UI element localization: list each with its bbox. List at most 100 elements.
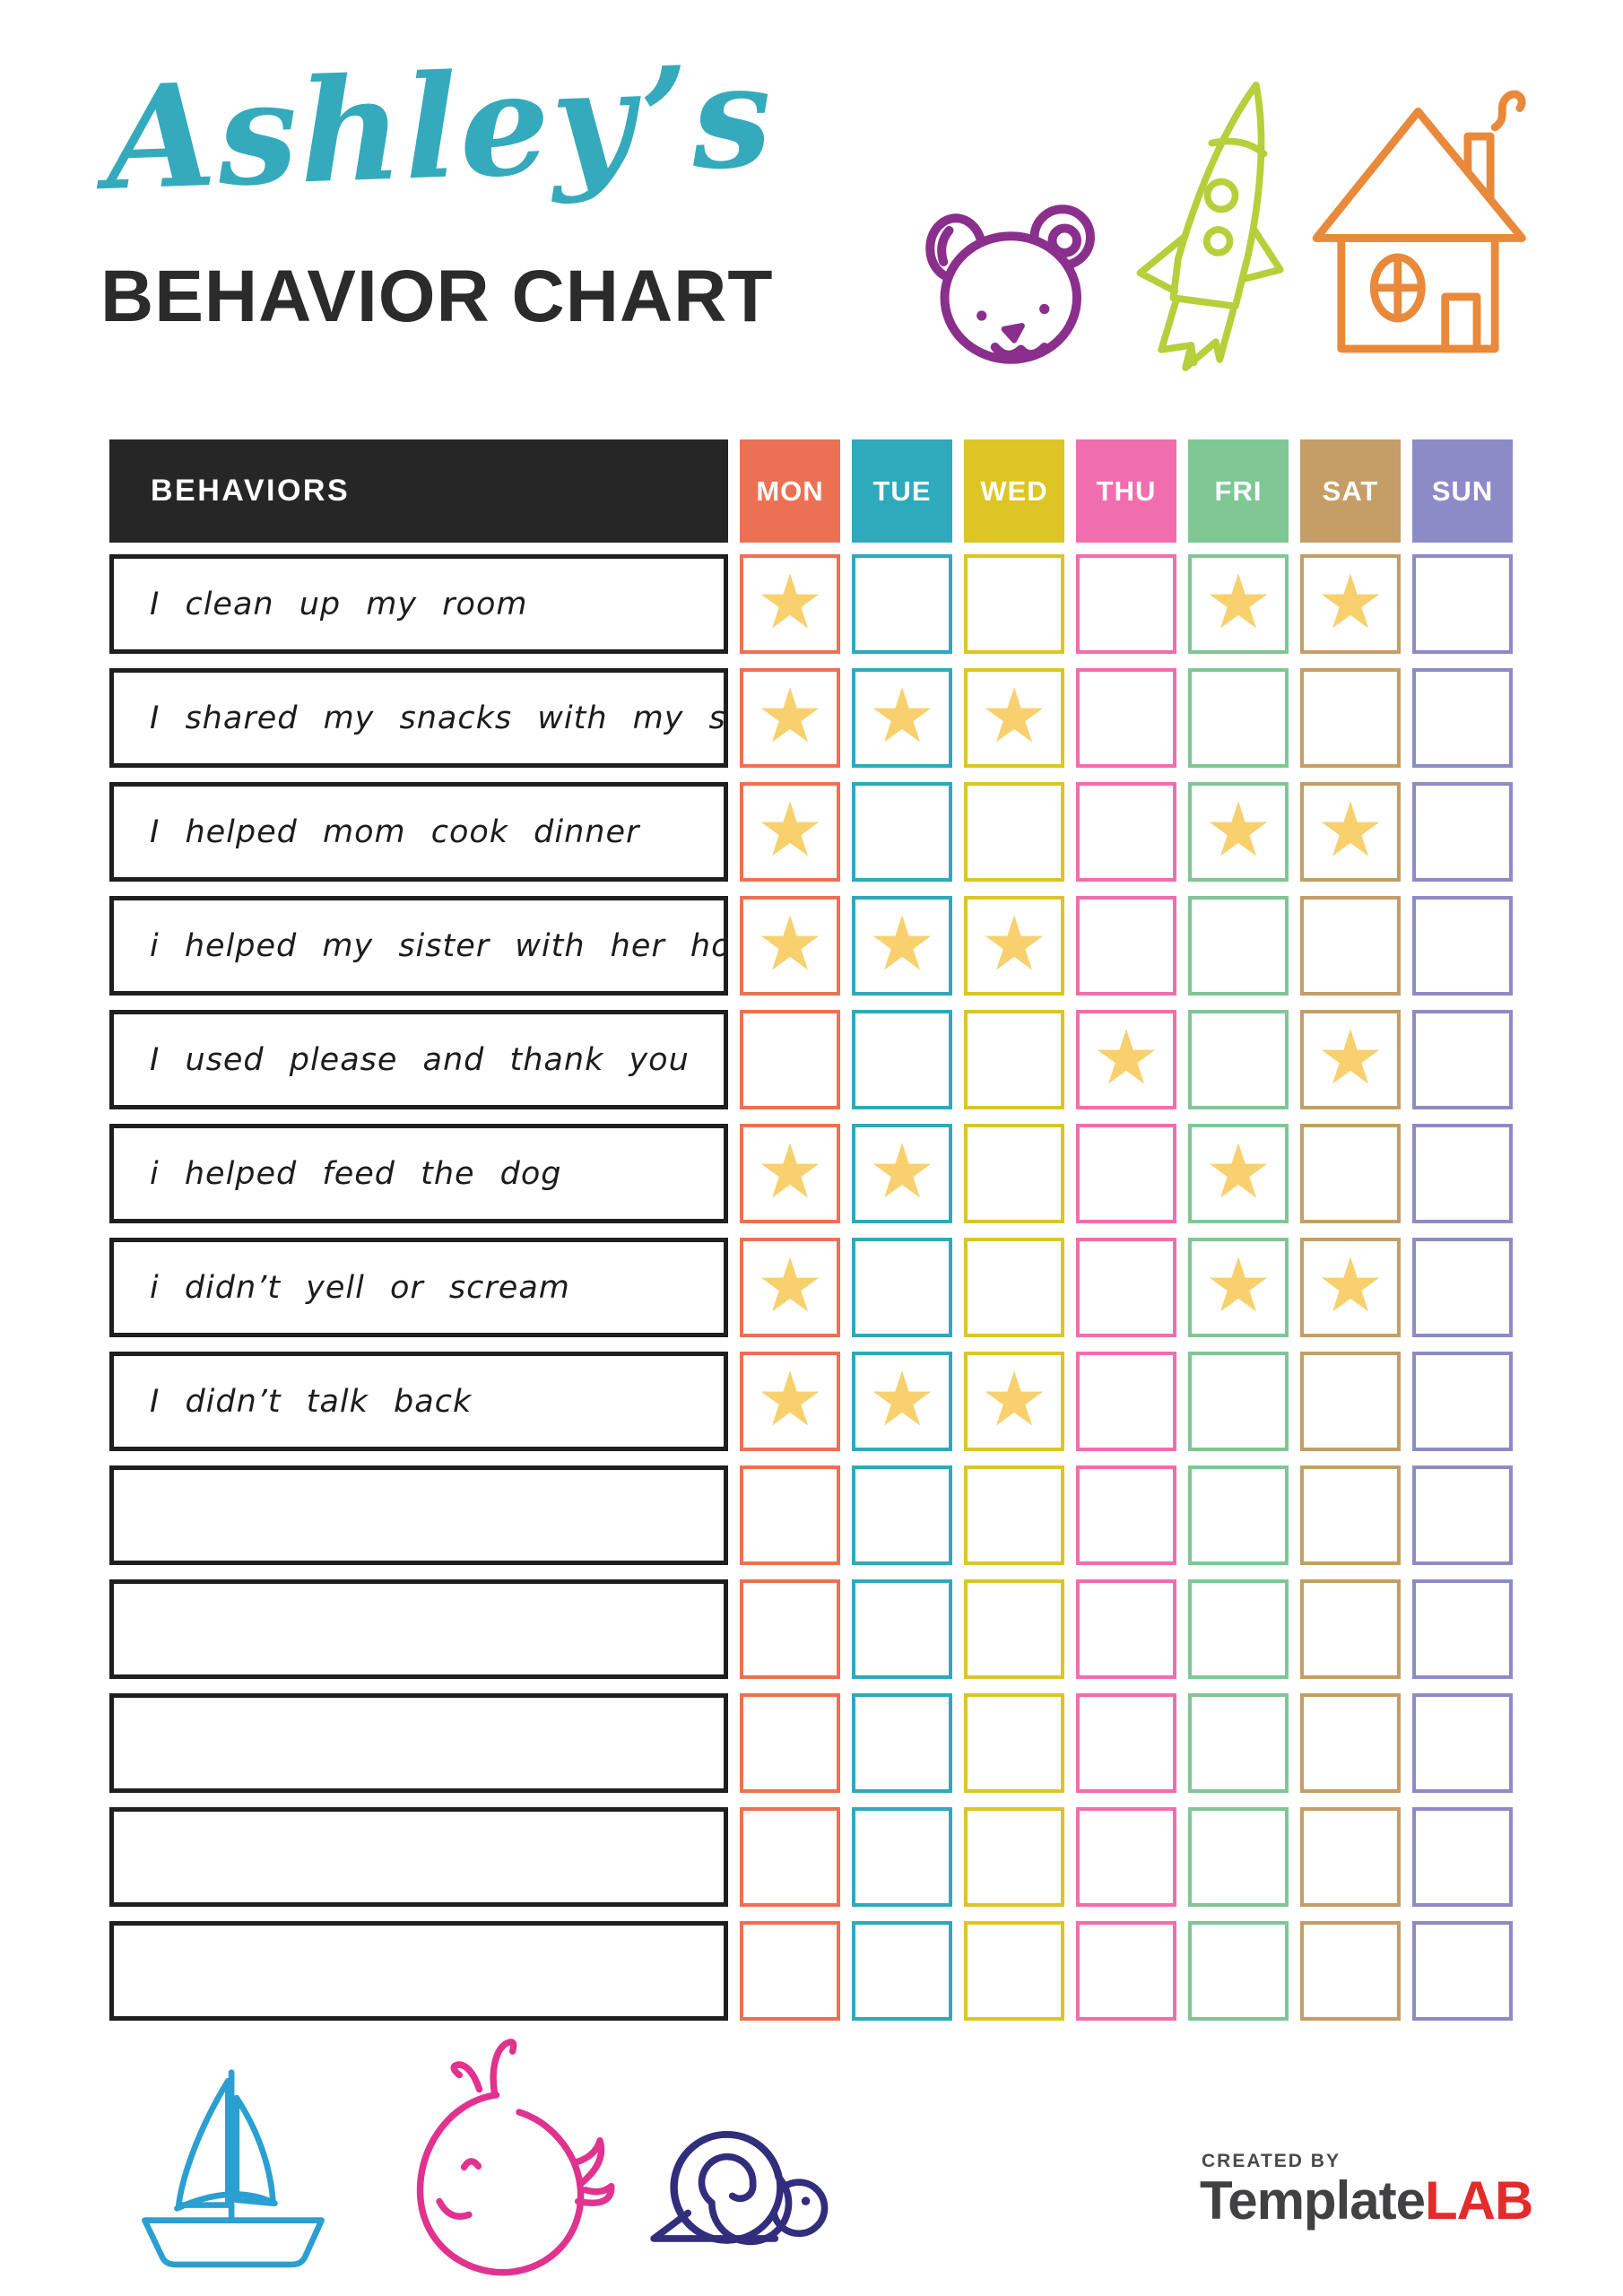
star-cell-thu[interactable]: ★ <box>1076 1010 1176 1109</box>
star-cell-thu[interactable] <box>1076 1693 1176 1793</box>
star-cell-sat[interactable] <box>1300 668 1401 768</box>
star-cell-sat[interactable]: ★ <box>1300 1238 1401 1337</box>
behavior-label: I clean up my room <box>109 554 728 654</box>
star-cell-thu[interactable] <box>1076 782 1176 882</box>
star-cell-tue[interactable]: ★ <box>852 668 952 768</box>
star-cell-sun[interactable] <box>1412 1010 1513 1109</box>
star-cell-thu[interactable] <box>1076 1579 1176 1679</box>
star-cell-wed[interactable] <box>964 782 1064 882</box>
star-cell-mon[interactable]: ★ <box>740 1124 840 1223</box>
star-cell-sat[interactable] <box>1300 1807 1401 1907</box>
star-cell-mon[interactable]: ★ <box>740 1238 840 1337</box>
star-cell-sat[interactable]: ★ <box>1300 554 1401 654</box>
star-cell-thu[interactable] <box>1076 554 1176 654</box>
star-cell-sun[interactable] <box>1412 1693 1513 1793</box>
star-cell-mon[interactable]: ★ <box>740 896 840 996</box>
star-cell-mon[interactable] <box>740 1010 840 1109</box>
star-cell-mon[interactable] <box>740 1921 840 2021</box>
star-cell-thu[interactable] <box>1076 1352 1176 1451</box>
star-cell-thu[interactable] <box>1076 1921 1176 2021</box>
star-cell-sat[interactable] <box>1300 1693 1401 1793</box>
star-cell-wed[interactable] <box>964 1124 1064 1223</box>
behavior-label: i didn’t yell or scream <box>109 1238 728 1337</box>
star-cell-wed[interactable] <box>964 1010 1064 1109</box>
star-cell-thu[interactable] <box>1076 1465 1176 1565</box>
star-cell-fri[interactable]: ★ <box>1188 554 1289 654</box>
star-cell-mon[interactable] <box>740 1579 840 1679</box>
star-cell-sat[interactable] <box>1300 1124 1401 1223</box>
star-cell-fri[interactable] <box>1188 896 1289 996</box>
star-cell-sun[interactable] <box>1412 896 1513 996</box>
star-cell-mon[interactable] <box>740 1693 840 1793</box>
star-cell-sat[interactable]: ★ <box>1300 1010 1401 1109</box>
behavior-row: I clean up my room ★ ★ ★ <box>109 554 1514 654</box>
star-cell-tue[interactable] <box>852 554 952 654</box>
star-cell-tue[interactable]: ★ <box>852 896 952 996</box>
star-cell-fri[interactable] <box>1188 668 1289 768</box>
behavior-row: i helped my sister with her homework ★ ★ ★ <box>109 896 1514 996</box>
star-cell-sun[interactable] <box>1412 554 1513 654</box>
star-cell-wed[interactable] <box>964 554 1064 654</box>
star-cell-wed[interactable] <box>964 1238 1064 1337</box>
behavior-row <box>109 1807 1514 1907</box>
star-cell-mon[interactable] <box>740 1807 840 1907</box>
behavior-row: I didn’t talk back ★ ★ ★ <box>109 1352 1514 1451</box>
star-cell-fri[interactable] <box>1188 1010 1289 1109</box>
star-cell-thu[interactable] <box>1076 896 1176 996</box>
star-cell-sun[interactable] <box>1412 1352 1513 1451</box>
star-cell-wed[interactable] <box>964 1921 1064 2021</box>
star-cell-wed[interactable]: ★ <box>964 1352 1064 1451</box>
star-cell-mon[interactable]: ★ <box>740 1352 840 1451</box>
star-cell-fri[interactable] <box>1188 1352 1289 1451</box>
star-cell-fri[interactable] <box>1188 1693 1289 1793</box>
star-cell-thu[interactable] <box>1076 1238 1176 1337</box>
child-name-title: Ashley’s <box>102 33 777 222</box>
star-cell-mon[interactable]: ★ <box>740 668 840 768</box>
star-cell-mon[interactable] <box>740 1465 840 1565</box>
star-cell-thu[interactable] <box>1076 1807 1176 1907</box>
star-cell-sun[interactable] <box>1412 1238 1513 1337</box>
star-cell-sat[interactable] <box>1300 1465 1401 1565</box>
star-cell-sun[interactable] <box>1412 782 1513 882</box>
star-cell-sat[interactable] <box>1300 896 1401 996</box>
star-cell-sat[interactable]: ★ <box>1300 782 1401 882</box>
star-icon: ★ <box>1204 1126 1272 1215</box>
star-cell-fri[interactable] <box>1188 1807 1289 1907</box>
star-cell-tue[interactable]: ★ <box>852 1124 952 1223</box>
star-cell-sat[interactable] <box>1300 1352 1401 1451</box>
star-cell-sun[interactable] <box>1412 1921 1513 2021</box>
star-cell-tue[interactable] <box>852 1010 952 1109</box>
star-cell-wed[interactable] <box>964 1465 1064 1565</box>
star-cell-tue[interactable] <box>852 1693 952 1793</box>
star-cell-thu[interactable] <box>1076 1124 1176 1223</box>
star-cell-tue[interactable] <box>852 1465 952 1565</box>
star-cell-fri[interactable]: ★ <box>1188 782 1289 882</box>
star-cell-tue[interactable] <box>852 782 952 882</box>
star-cell-thu[interactable] <box>1076 668 1176 768</box>
star-cell-wed[interactable] <box>964 1579 1064 1679</box>
star-cell-sat[interactable] <box>1300 1579 1401 1679</box>
star-cell-wed[interactable]: ★ <box>964 668 1064 768</box>
star-cell-wed[interactable] <box>964 1807 1064 1907</box>
behavior-row <box>109 1465 1514 1565</box>
star-cell-sat[interactable] <box>1300 1921 1401 2021</box>
star-cell-fri[interactable] <box>1188 1579 1289 1679</box>
star-cell-sun[interactable] <box>1412 1579 1513 1679</box>
star-cell-sun[interactable] <box>1412 1807 1513 1907</box>
star-cell-fri[interactable]: ★ <box>1188 1124 1289 1223</box>
star-cell-tue[interactable] <box>852 1579 952 1679</box>
star-cell-sun[interactable] <box>1412 1124 1513 1223</box>
star-cell-mon[interactable]: ★ <box>740 782 840 882</box>
star-cell-tue[interactable]: ★ <box>852 1352 952 1451</box>
star-cell-tue[interactable] <box>852 1807 952 1907</box>
star-cell-sun[interactable] <box>1412 668 1513 768</box>
star-cell-wed[interactable]: ★ <box>964 896 1064 996</box>
star-cell-tue[interactable] <box>852 1921 952 2021</box>
star-cell-mon[interactable]: ★ <box>740 554 840 654</box>
star-cell-fri[interactable] <box>1188 1465 1289 1565</box>
star-cell-fri[interactable] <box>1188 1921 1289 2021</box>
star-cell-fri[interactable]: ★ <box>1188 1238 1289 1337</box>
star-cell-sun[interactable] <box>1412 1465 1513 1565</box>
star-cell-tue[interactable] <box>852 1238 952 1337</box>
star-cell-wed[interactable] <box>964 1693 1064 1793</box>
